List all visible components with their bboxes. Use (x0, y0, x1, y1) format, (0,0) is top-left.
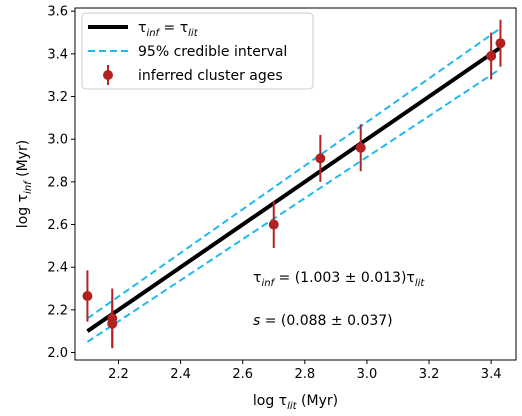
cluster-age-point-3 (268, 219, 279, 230)
y-tick-label-7: 3.4 (47, 47, 68, 62)
legend-label-0-part-2: = τ (159, 20, 188, 36)
x-axis-label-part-1: lit (287, 401, 298, 412)
cluster-age-point-6 (486, 51, 497, 61)
legend-swatch-point (103, 70, 113, 80)
fit-annotation-0-part-0: τ (253, 270, 261, 286)
legend-label-0: τinf = τlit (138, 20, 199, 39)
x-tick-label-4: 3.0 (357, 367, 378, 382)
y-tick-label-4: 2.8 (47, 175, 68, 190)
legend-label-2: inferred cluster ages (138, 68, 283, 84)
y-tick-label-2: 2.4 (47, 261, 68, 276)
one-to-one-line (86, 45, 502, 333)
x-tick-label-3: 2.8 (294, 367, 315, 382)
y-axis-label: log τinf (Myr) (15, 140, 34, 228)
fit-annotation-1: s = (0.088 ± 0.037) (253, 313, 393, 329)
x-tick-label-0: 2.2 (108, 367, 129, 382)
cluster-age-point-4 (315, 153, 326, 164)
data-layer (82, 19, 506, 349)
y-tick-label-0: 2.0 (47, 346, 68, 361)
cluster-age-point-5 (355, 142, 366, 153)
cluster-age-point-0 (82, 291, 93, 301)
fit-annotation-1-part-0: s (253, 313, 260, 329)
fit-annotation-1-part-1: = (0.088 ± 0.037) (260, 313, 392, 329)
legend-layer: τinf = τlit 95% credible interval inferred… (81, 12, 314, 90)
legend-label-0-part-0: τ (138, 20, 146, 36)
y-axis-label-part-0: log τ (15, 194, 31, 228)
fit-annotation-0-part-1: inf (261, 278, 275, 289)
credible-interval-lower-line (86, 67, 502, 343)
annotation-layer: τinf = (1.003 ± 0.013)τlit s = (0.088 ± 0… (253, 270, 425, 329)
x-tick-label-5: 3.2 (419, 367, 440, 382)
x-axis-label: log τlit (Myr) (253, 393, 338, 412)
credible-interval-upper-line (86, 27, 502, 320)
fit-annotation-0: τinf = (1.003 ± 0.013)τlit (253, 270, 425, 289)
x-axis-label-part-0: log τ (253, 393, 287, 409)
y-axis-label-part-2: (Myr) (15, 140, 31, 182)
legend-box (81, 12, 314, 90)
x-axis-label-part-2: (Myr) (297, 393, 339, 409)
legend-label-0-part-1: inf (146, 28, 160, 39)
legend-label-2-part-0: inferred cluster ages (138, 68, 283, 84)
legend-label-1-part-0: 95% credible interval (138, 44, 287, 60)
fit-annotation-0-part-2: = (1.003 ± 0.013)τ (274, 270, 415, 286)
plot-frame (74, 7, 517, 361)
cluster-age-point-7 (495, 38, 506, 49)
y-tick-label-8: 3.6 (47, 5, 68, 20)
y-tick-label-5: 3.0 (47, 133, 68, 148)
fit-annotation-0-part-3: lit (415, 278, 426, 289)
x-tick-label-1: 2.4 (170, 367, 191, 382)
y-axis-label-part-1: inf (23, 180, 34, 194)
x-tick-label-6: 3.4 (481, 367, 502, 382)
x-tick-label-2: 2.6 (232, 367, 253, 382)
cluster-age-point-2 (107, 318, 118, 329)
axes-layer: 2.2 2.4 2.6 2.8 3.0 3.2 3.4 2.0 2.2 2.4 2.6 2.8 3.0 3… (15, 5, 501, 412)
y-tick-label-3: 2.6 (47, 218, 68, 233)
y-tick-label-1: 2.2 (47, 303, 68, 318)
legend-label-0-part-3: lit (188, 28, 199, 39)
y-tick-label-6: 3.2 (47, 90, 68, 105)
legend-label-1: 95% credible interval (138, 44, 287, 60)
